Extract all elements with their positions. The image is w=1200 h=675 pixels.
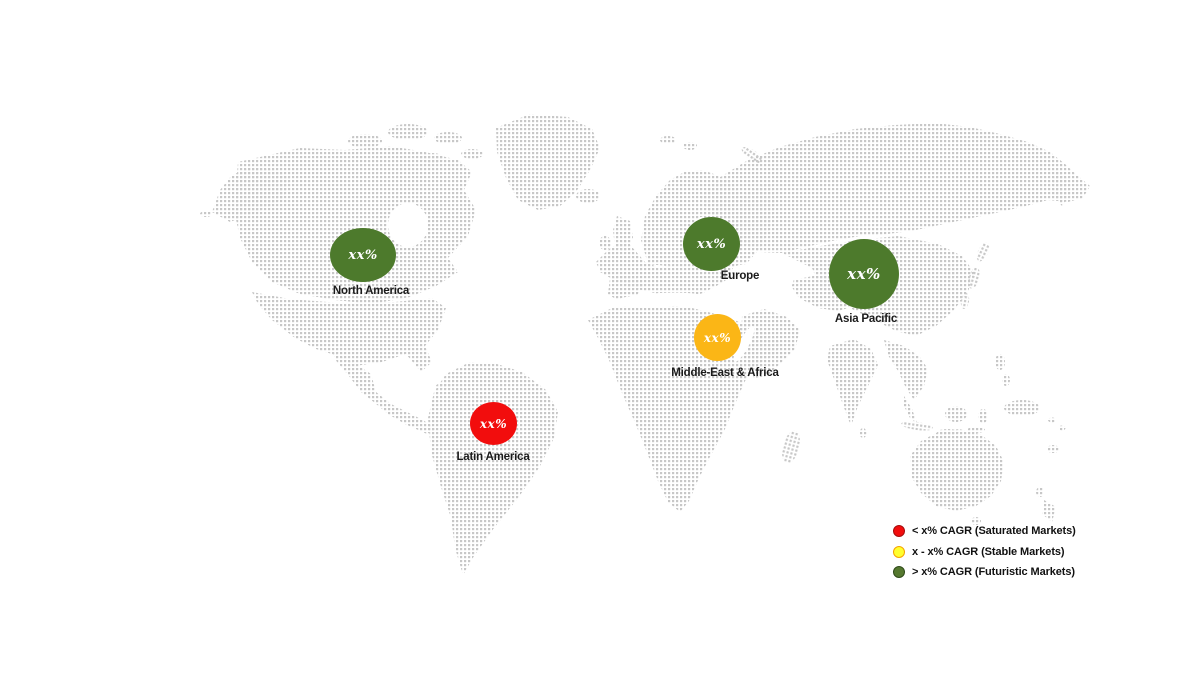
yellow-dot-icon	[893, 545, 905, 558]
marker-asia-pacific: xx%	[829, 239, 899, 309]
continents	[200, 114, 1090, 575]
legend-item-futuristic: > x% CAGR (Futuristic Markets)	[893, 562, 1076, 583]
label-asia-pacific: Asia Pacific	[834, 313, 898, 325]
marker-latin-america: xx%	[470, 402, 517, 445]
legend-label: > x% CAGR (Futuristic Markets)	[912, 566, 1075, 579]
legend-label: x - x% CAGR (Stable Markets)	[912, 545, 1065, 558]
label-europe: Europe	[720, 270, 760, 282]
legend-item-stable: x - x% CAGR (Stable Markets)	[893, 542, 1076, 563]
marker-middle-east-africa: xx%	[694, 314, 741, 361]
red-dot-icon	[893, 525, 905, 538]
green-dot-icon	[893, 566, 905, 579]
label-north-america: North America	[332, 285, 410, 297]
label-middle-east-africa: Middle-East & Africa	[671, 367, 779, 379]
sea-cutouts	[388, 203, 794, 362]
legend-item-saturated: < x% CAGR (Saturated Markets)	[893, 521, 1076, 542]
legend-label: < x% CAGR (Saturated Markets)	[912, 525, 1076, 538]
marker-europe: xx%	[683, 217, 740, 271]
label-latin-america: Latin America	[456, 451, 530, 463]
legend: < x% CAGR (Saturated Markets) x - x% CAG…	[893, 521, 1076, 583]
marker-north-america: xx%	[330, 228, 396, 282]
